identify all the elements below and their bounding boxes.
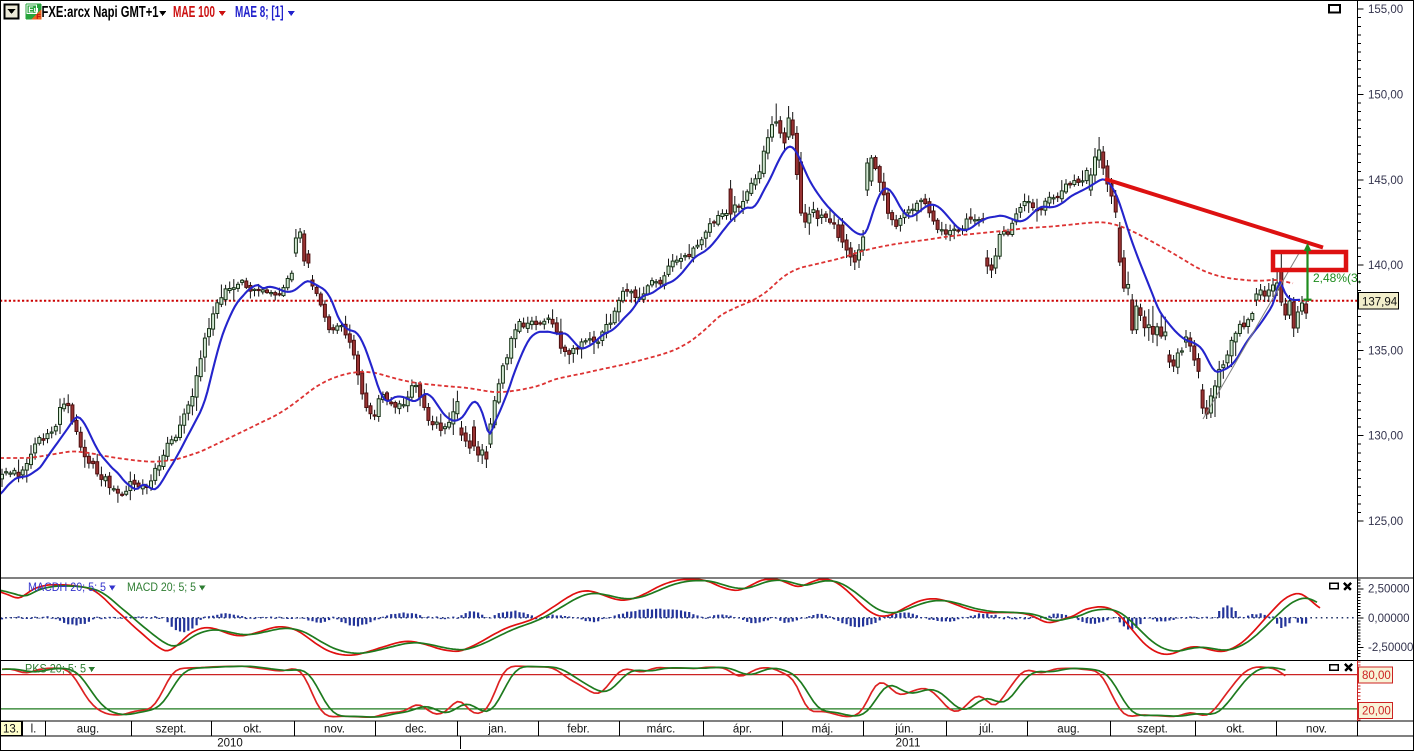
svg-text:okt.: okt. xyxy=(243,724,262,736)
svg-text:dec.: dec. xyxy=(405,724,427,736)
svg-text:szept.: szept. xyxy=(1137,724,1168,736)
svg-text:13.: 13. xyxy=(3,724,19,736)
svg-text:MACDH 20; 5; 5: MACDH 20; 5; 5 xyxy=(28,582,106,594)
svg-text:135,00: 135,00 xyxy=(1368,345,1403,357)
svg-text:-2,50000: -2,50000 xyxy=(1368,642,1413,654)
svg-text:l.: l. xyxy=(31,724,37,736)
svg-text:125,00: 125,00 xyxy=(1368,516,1403,528)
svg-text:137,94: 137,94 xyxy=(1362,296,1398,308)
svg-text:MACD 20; 5; 5: MACD 20; 5; 5 xyxy=(127,582,196,594)
svg-text:145,00: 145,00 xyxy=(1368,175,1403,187)
svg-text:MAE 8; [1]: MAE 8; [1] xyxy=(235,4,284,21)
svg-text:0,00000: 0,00000 xyxy=(1368,613,1410,625)
svg-text:júl.: júl. xyxy=(978,724,994,736)
svg-text:nov.: nov. xyxy=(1306,724,1327,736)
svg-text:ápr.: ápr. xyxy=(733,724,752,736)
svg-text:2,48%(3,: 2,48%(3, xyxy=(1313,271,1361,285)
svg-text:2011: 2011 xyxy=(896,738,921,750)
svg-text:2,50000: 2,50000 xyxy=(1368,583,1410,595)
svg-text:jan.: jan. xyxy=(487,724,507,736)
svg-text:jún.: jún. xyxy=(894,724,914,736)
svg-text:80,00: 80,00 xyxy=(1362,670,1391,682)
svg-text:130,00: 130,00 xyxy=(1368,431,1403,443)
svg-text:PKS 20; 5; 5: PKS 20; 5; 5 xyxy=(25,664,86,676)
svg-text:Eu: Eu xyxy=(28,5,38,14)
svg-text:150,00: 150,00 xyxy=(1368,90,1403,102)
svg-text:F: F xyxy=(36,12,41,21)
svg-text:FXE:arcx Napi GMT+1: FXE:arcx Napi GMT+1 xyxy=(42,4,159,21)
svg-text:140,00: 140,00 xyxy=(1368,260,1403,272)
svg-text:okt.: okt. xyxy=(1226,724,1245,736)
svg-text:155,00: 155,00 xyxy=(1368,4,1403,16)
svg-text:aug.: aug. xyxy=(1057,724,1079,736)
svg-text:nov.: nov. xyxy=(324,724,345,736)
svg-text:szept.: szept. xyxy=(156,724,187,736)
svg-text:20,00: 20,00 xyxy=(1362,706,1391,718)
svg-text:febr.: febr. xyxy=(567,724,589,736)
svg-text:aug.: aug. xyxy=(77,724,99,736)
svg-text:MAE 100: MAE 100 xyxy=(173,4,215,21)
svg-text:máj.: máj. xyxy=(812,724,834,736)
svg-text:2010: 2010 xyxy=(217,738,243,750)
svg-text:márc.: márc. xyxy=(647,724,676,736)
